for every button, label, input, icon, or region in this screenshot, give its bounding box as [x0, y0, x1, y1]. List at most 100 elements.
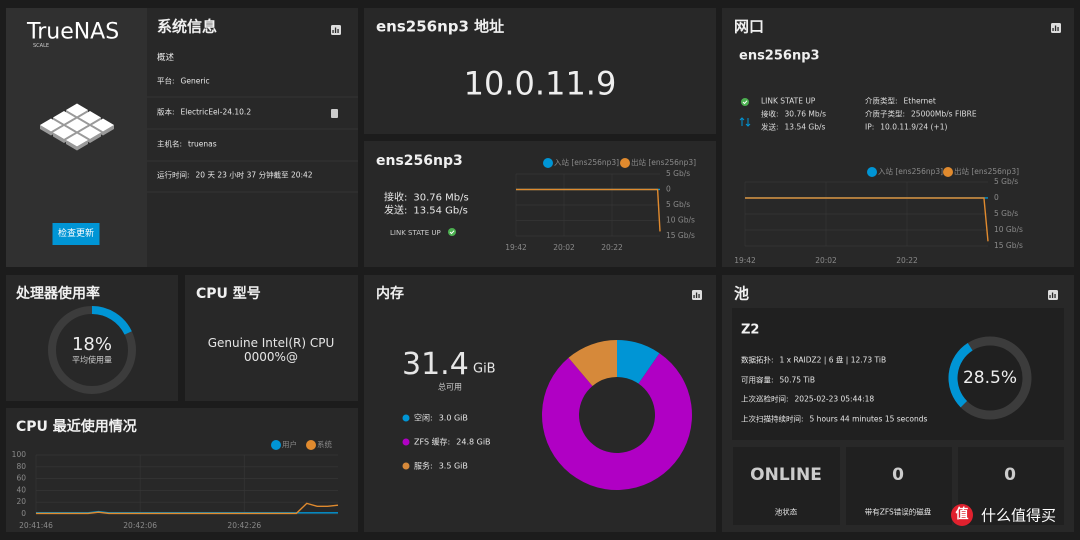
- chart-icon-bar: [337, 29, 339, 33]
- y-tick-label: 20: [16, 497, 26, 506]
- chart-icon-bar: [1054, 25, 1057, 31]
- info-row: 平台: Generic: [157, 76, 210, 87]
- memory-caption: 总可用: [438, 382, 462, 392]
- legend-marker: [402, 438, 410, 446]
- y-tick-label: 10 Gb/s: [666, 216, 695, 225]
- series-line: [516, 188, 661, 232]
- watermark-text: 什么值得买: [981, 506, 1057, 525]
- chart-icon-bar: [1057, 27, 1059, 31]
- label: 接收:: [761, 109, 779, 119]
- interface-name: ens256np3: [739, 48, 820, 64]
- logo-name: TrueNAS: [27, 19, 120, 45]
- y-tick-label: 5 Gb/s: [994, 177, 1018, 186]
- pool-info-panel: [732, 308, 1064, 440]
- stat-value: 0: [892, 465, 904, 486]
- legend-label: 出站 [ens256np3]: [631, 157, 696, 167]
- info-row: 主机名: truenas: [157, 139, 217, 150]
- value: truenas: [188, 139, 217, 149]
- logo-tile: [66, 118, 88, 132]
- chart-icon-bar: [1054, 294, 1056, 298]
- cpu-model-card: [185, 275, 358, 401]
- card-title: 处理器使用率: [16, 285, 100, 302]
- logo-tile: [53, 126, 75, 139]
- legend-marker: [402, 462, 410, 470]
- x-tick-label: 20:02: [553, 243, 575, 252]
- address-card: [364, 8, 716, 134]
- series-line: [36, 502, 339, 515]
- legend-marker: [306, 440, 316, 450]
- value: 30.76 Mb/s: [413, 192, 469, 204]
- legend-marker: [943, 167, 953, 177]
- legend-item: ZFS 缓存: 24.8 GiB: [414, 437, 491, 446]
- legend-marker: [402, 414, 410, 422]
- logo-tile: [66, 103, 88, 117]
- tx-row: 发送: 13.54 Gb/s: [384, 205, 468, 217]
- logo-tile: [53, 111, 75, 124]
- legend-label: 用户: [282, 439, 297, 449]
- card-title: CPU 最近使用情况: [16, 418, 137, 435]
- info-row: 上次巡检时间: 2025-02-23 05:44:18: [741, 394, 874, 405]
- label: 数据拓扑:: [741, 355, 774, 365]
- label: 可用容量:: [741, 375, 774, 385]
- donut-segment: [542, 353, 693, 490]
- value: 1 x RAIDZ2 | 6 盘 | 12.73 TiB: [779, 355, 887, 365]
- stat-label: 带有ZFS错误的磁盘: [864, 507, 932, 517]
- legend-label: 系统: [317, 439, 332, 449]
- x-tick-label: 20:02: [815, 256, 837, 265]
- update-button[interactable]: 检查更新: [52, 223, 100, 245]
- y-tick-label: 80: [16, 462, 26, 471]
- stat-panel: [846, 447, 952, 525]
- logo-tile: [79, 111, 101, 124]
- legend-text: 空闲:: [414, 413, 433, 423]
- card-title: ens256np3 地址: [376, 17, 505, 36]
- info-row: 运行时间: 20 天 23 小时 37 分钟截至 20:42: [157, 170, 313, 181]
- donut-segment: [568, 340, 617, 386]
- detail-row: IP: 10.0.11.9/24 (+1): [865, 122, 948, 133]
- legend-text: 3.5 GiB: [438, 461, 468, 471]
- label: 主机名:: [157, 139, 183, 149]
- chart-icon-bar: [334, 27, 337, 33]
- y-tick-label: 5 Gb/s: [994, 209, 1018, 218]
- donut-segment: [617, 340, 660, 384]
- label: 上次巡检时间:: [741, 394, 789, 404]
- ip-address: 10.0.11.9: [463, 64, 617, 103]
- value: 5 hours 44 minutes 15 seconds: [809, 414, 928, 424]
- value: 30.76 Mb/s: [784, 109, 827, 119]
- chart-icon-bar: [693, 295, 695, 298]
- card-title: 系统信息: [157, 17, 218, 36]
- rx-row: 接收: 30.76 Mb/s: [384, 192, 469, 204]
- value: 10.0.11.9/24 (+1): [880, 122, 948, 132]
- x-tick-label: 20:41:46: [19, 521, 53, 530]
- logo-tile: [92, 118, 114, 132]
- logo-tile: [79, 126, 101, 139]
- value: 25000Mb/s FIBRE: [911, 109, 977, 119]
- value: 20 天 23 小时 37 分钟截至 20:42: [195, 170, 313, 180]
- y-tick-label: 100: [12, 450, 27, 459]
- status-icon: [448, 228, 456, 236]
- y-tick-label: 15 Gb/s: [666, 231, 695, 240]
- y-tick-label: 5 Gb/s: [666, 200, 690, 209]
- legend-marker: [867, 167, 877, 177]
- info-row: 数据拓扑: 1 x RAIDZ2 | 6 盘 | 12.73 TiB: [741, 355, 887, 366]
- series-line: [745, 197, 989, 242]
- cpu-usage-card: [6, 275, 178, 401]
- x-tick-label: 19:42: [505, 243, 527, 252]
- value: Generic: [180, 76, 210, 86]
- value: 13.54 Gb/s: [413, 205, 468, 217]
- x-tick-label: 20:42:26: [227, 521, 261, 530]
- value: Ethernet: [903, 96, 936, 106]
- legend-label: 出站 [ens256np3]: [954, 166, 1019, 176]
- legend-text: 服务:: [414, 461, 433, 471]
- label: 介质类型:: [865, 96, 898, 106]
- gauge-caption: 平均使用量: [72, 355, 112, 365]
- system-info-card: [147, 8, 358, 267]
- y-tick-label: 15 Gb/s: [994, 241, 1023, 250]
- chart-icon-bar: [332, 30, 334, 33]
- detail-row: 介质类型: Ethernet: [865, 96, 936, 107]
- label: 上次扫描持续时间:: [741, 414, 804, 424]
- status-icon: [741, 98, 749, 106]
- legend-text: 3.0 GiB: [438, 413, 468, 423]
- label: 版本:: [157, 107, 175, 117]
- chart-icon-bar: [1052, 28, 1054, 31]
